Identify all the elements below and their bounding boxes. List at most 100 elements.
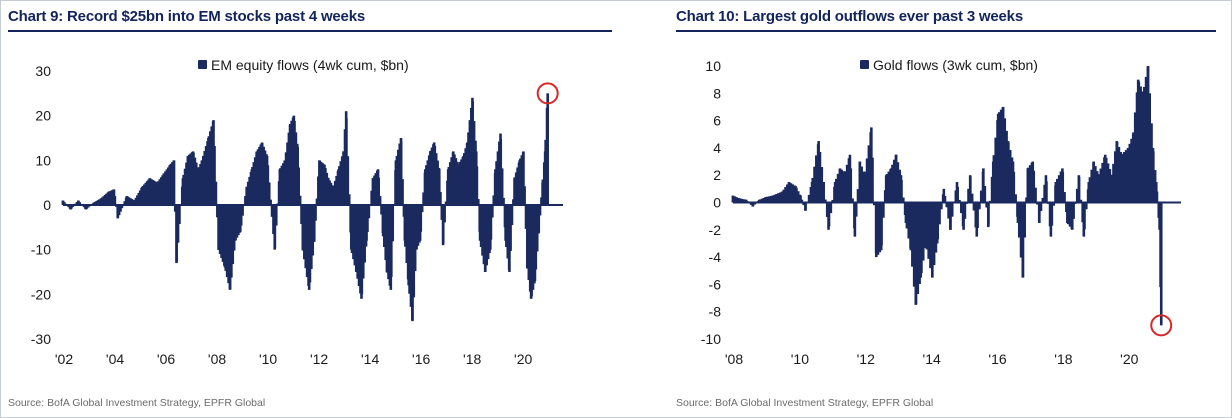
chart9-bar-peak — [349, 205, 353, 250]
chart10-x-tick-label: '08 — [725, 351, 743, 367]
chart10-bar-peak — [738, 198, 741, 203]
chart9-bar — [281, 163, 285, 205]
chart9-bar-peak — [107, 191, 111, 205]
chart9-bar — [119, 205, 122, 212]
chart10-bar — [940, 202, 943, 210]
chart9-bar — [329, 182, 333, 205]
chart9-bar-peak — [522, 151, 525, 205]
chart9-bar — [178, 205, 181, 225]
chart10-bar-peak — [843, 172, 847, 203]
chart10-x-tick-label: '12 — [857, 351, 875, 367]
chart10-bar-peak — [799, 195, 802, 203]
chart9-x-tick-label: '06 — [157, 351, 175, 367]
chart10-bar-peak — [1006, 141, 1010, 203]
chart10-bar-peak — [1070, 202, 1074, 230]
chart9-bar-peak — [255, 151, 259, 205]
chart10-bar — [876, 202, 880, 255]
chart10-bar — [999, 109, 1003, 203]
chart10-bar-peak — [991, 161, 995, 203]
chart9-bar — [227, 205, 230, 284]
chart10-y-tick-label: 6 — [713, 113, 721, 129]
chart9-bar — [109, 190, 112, 205]
chart10-bar — [985, 202, 988, 208]
chart9-bar — [335, 175, 338, 205]
chart10-bar — [760, 198, 764, 203]
chart10-bar — [815, 155, 818, 203]
chart9-bar — [136, 195, 139, 205]
chart10-highlight-circle — [1150, 314, 1173, 337]
chart10-bar — [938, 202, 941, 225]
chart9-bar — [458, 161, 462, 205]
chart10-bar — [1108, 169, 1112, 203]
chart9-bar — [391, 205, 395, 242]
chart9-bar — [485, 205, 489, 266]
chart9-bar — [325, 172, 329, 205]
chart10-bar-peak — [1016, 202, 1020, 223]
chart10-bar-peak — [1038, 202, 1041, 223]
chart10-bar-peak — [751, 202, 755, 207]
chart9-bar — [434, 153, 438, 205]
chart10-bar — [1019, 202, 1023, 258]
chart10-bar — [854, 202, 858, 217]
chart10-bar — [972, 202, 976, 211]
chart10-bar-peak — [968, 175, 972, 203]
chart9-bar-peak — [233, 205, 237, 241]
chart10-bar — [929, 202, 932, 269]
chart10-bar — [878, 202, 882, 253]
chart9-bar-peak — [156, 182, 159, 205]
chart9-bar-peak — [196, 169, 200, 205]
chart10-bar — [927, 202, 930, 259]
chart10-bar — [1017, 202, 1021, 238]
chart9-bar — [378, 196, 382, 205]
chart9-bar — [120, 205, 124, 209]
chart10-bar — [1084, 202, 1088, 210]
chart10-bar-peak — [1026, 168, 1030, 203]
chart9-bar — [237, 205, 240, 236]
chart10-bar — [1059, 171, 1063, 203]
chart10-bar — [1128, 143, 1132, 203]
chart10-bar — [1099, 168, 1103, 203]
chart10-bar-peak — [884, 175, 888, 203]
chart9-bar-peak — [504, 205, 507, 241]
chart9-bar — [304, 205, 308, 269]
chart10-bar-peak — [1092, 161, 1096, 203]
chart9-bar-peak — [471, 97, 474, 205]
chart10-bar — [856, 189, 860, 203]
chart9-bar-peak — [260, 142, 264, 205]
chart10-bar — [829, 202, 833, 214]
chart10-y-tick-label: -8 — [709, 304, 722, 320]
chart10-bar-peak — [1126, 147, 1130, 203]
chart10-bar — [902, 197, 905, 203]
chart9-bar — [346, 156, 350, 205]
chart10-bar — [1133, 112, 1137, 203]
chart9-bar — [263, 150, 267, 205]
chart10-bar — [1043, 184, 1046, 203]
chart10-bar-peak — [1082, 202, 1086, 237]
chart10-bar-peak — [1131, 134, 1135, 203]
chart9-bar — [241, 205, 244, 216]
chart9-bar — [426, 160, 430, 205]
chart9-bar-peak — [69, 205, 72, 210]
chart9-bar — [203, 150, 207, 205]
chart9-bar — [397, 149, 400, 205]
chart9-bar — [500, 168, 504, 205]
chart10-bar-peak — [1158, 202, 1161, 230]
chart10-bar-peak — [986, 202, 990, 228]
chart9-bar — [460, 159, 463, 205]
chart9-bar-peak — [181, 178, 185, 205]
chart9-bar — [144, 182, 148, 205]
chart10-bar — [1008, 149, 1012, 203]
chart9-bar — [492, 195, 496, 205]
chart10-bar-peak — [1154, 182, 1158, 203]
chart9-bar — [252, 162, 256, 205]
chart9-bar-peak — [541, 182, 544, 205]
chart10-y-tick-label: 0 — [713, 195, 721, 211]
chart10-bar — [1003, 118, 1007, 203]
chart9-bar — [127, 197, 131, 205]
chart10-bar — [921, 202, 925, 261]
chart10-bar-peak — [879, 202, 883, 251]
chart9-bar-peak — [462, 155, 465, 205]
chart10-bar — [963, 202, 967, 219]
chart9-bar-peak — [403, 205, 407, 241]
chart10-panel: Chart 10: Largest gold outflows ever pas… — [676, 4, 1216, 414]
